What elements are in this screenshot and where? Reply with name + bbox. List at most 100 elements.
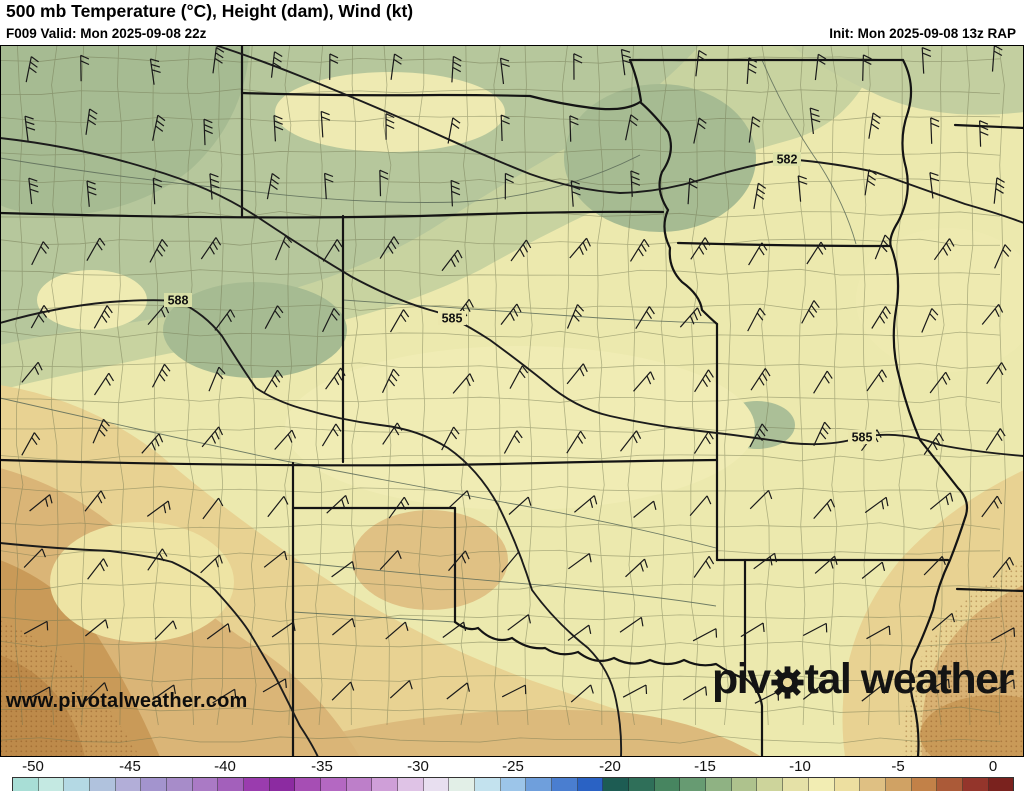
wind-barb (324, 172, 334, 200)
wind-barb (382, 422, 403, 445)
sage-top-right (790, 45, 1024, 115)
colorbar-tick-label: -40 (214, 758, 236, 775)
wind-barb (574, 495, 598, 513)
colorbar-segment (346, 778, 373, 791)
wind-barb (693, 555, 715, 578)
wind-barb (86, 237, 106, 261)
colorbar-tick-label: 0 (988, 758, 998, 775)
wind-barb (753, 552, 777, 570)
wind-barb (809, 107, 821, 134)
wind-barb (991, 45, 1003, 72)
tx-ar-border (744, 677, 764, 757)
wind-barb (864, 496, 889, 514)
county-line (896, 45, 905, 726)
county-line (493, 45, 502, 726)
colorbar-segment (244, 778, 270, 791)
wind-barb (740, 622, 765, 638)
county-line (350, 45, 360, 726)
colorbar-segment (423, 778, 450, 791)
colorbar-segment (398, 778, 424, 791)
wind-barb (200, 554, 223, 574)
wind-barb (147, 548, 168, 571)
colorbar-segment (64, 778, 91, 791)
map-canvas: 582 588 585 585 (0, 45, 1024, 757)
contour-label-bg (773, 152, 801, 166)
wind-barb (93, 305, 113, 329)
wind-barb (441, 249, 463, 272)
county-line (0, 395, 1001, 404)
wind-barb (921, 47, 932, 74)
logo-text-post: tal weather (804, 655, 1015, 703)
colorbar-segment (475, 778, 501, 791)
wind-barb (212, 688, 237, 704)
county-line (14, 45, 24, 726)
colorbar-segment (757, 778, 784, 791)
wind-barb (990, 679, 1015, 694)
county-line (0, 522, 1001, 530)
wind-barb (321, 423, 342, 447)
wind-barb (385, 621, 409, 640)
colorbar-segment (577, 778, 604, 791)
wind-barb (262, 678, 287, 693)
wind-barb (861, 684, 885, 702)
wind-barb (201, 426, 224, 448)
logo-text-pre: piv (712, 655, 771, 703)
colorbar-tick-label: -30 (407, 758, 429, 775)
wind-barb (801, 300, 820, 324)
wind-barb (149, 58, 161, 85)
wind-barb (141, 433, 164, 454)
wind-barb (929, 492, 954, 510)
wind-barb (693, 117, 707, 144)
wind-barb (929, 371, 951, 394)
wind-barb (633, 371, 655, 392)
colorbar-segment (783, 778, 809, 791)
wind-barb (981, 495, 1003, 518)
county-line (690, 45, 699, 726)
county-line (460, 45, 469, 726)
wind-barb (694, 369, 714, 393)
contour-591 (0, 542, 319, 757)
wind-barb (866, 625, 891, 640)
wind-barb (208, 366, 226, 392)
wind-barb (566, 430, 587, 454)
county-line (829, 45, 838, 726)
wind-barb (499, 57, 510, 85)
colorbar-segment (937, 778, 963, 791)
wind-barb (21, 432, 41, 456)
county-line (562, 45, 570, 726)
wind-barb (388, 496, 410, 519)
temperature-colorbar: -50 -45 -40 -35 -30 -25 -20 -15 -10 -5 0 (0, 757, 1024, 791)
wind-barb (814, 555, 838, 574)
tn-ms-border (955, 587, 1024, 593)
wind-barb (501, 684, 527, 698)
colorbar-segment (552, 778, 578, 791)
wind-barb (921, 308, 939, 333)
wind-barb (84, 490, 106, 512)
wind-barb (322, 239, 343, 262)
colorbar-segment (885, 778, 912, 791)
wind-barb (633, 500, 657, 518)
wind-barb (813, 370, 833, 394)
wind-barb (266, 173, 280, 200)
colorbar-tick-label: -35 (311, 758, 333, 775)
colorbar-tick-labels: -50 -45 -40 -35 -30 -25 -20 -15 -10 -5 0 (0, 757, 1024, 775)
wind-barb (802, 682, 827, 700)
wind-barb (748, 242, 768, 266)
county-line (523, 45, 533, 726)
wind-barb (271, 621, 296, 638)
colorbar-segment (808, 778, 835, 791)
wind-barb (748, 116, 761, 143)
pale-patch-tx (50, 522, 234, 642)
wind-barb (993, 177, 1005, 204)
wind-barb (806, 241, 827, 265)
pivotal-weather-logo: piv tal weather (712, 655, 1015, 703)
county-line (0, 735, 1001, 744)
wind-barb (450, 179, 461, 207)
wi-il-border (953, 123, 1024, 130)
county-line (116, 45, 125, 726)
wind-barb (263, 369, 284, 393)
county-line (998, 45, 1007, 726)
wind-barb (994, 244, 1012, 269)
colorbar-segment (526, 778, 553, 791)
wind-barb (992, 556, 1015, 578)
